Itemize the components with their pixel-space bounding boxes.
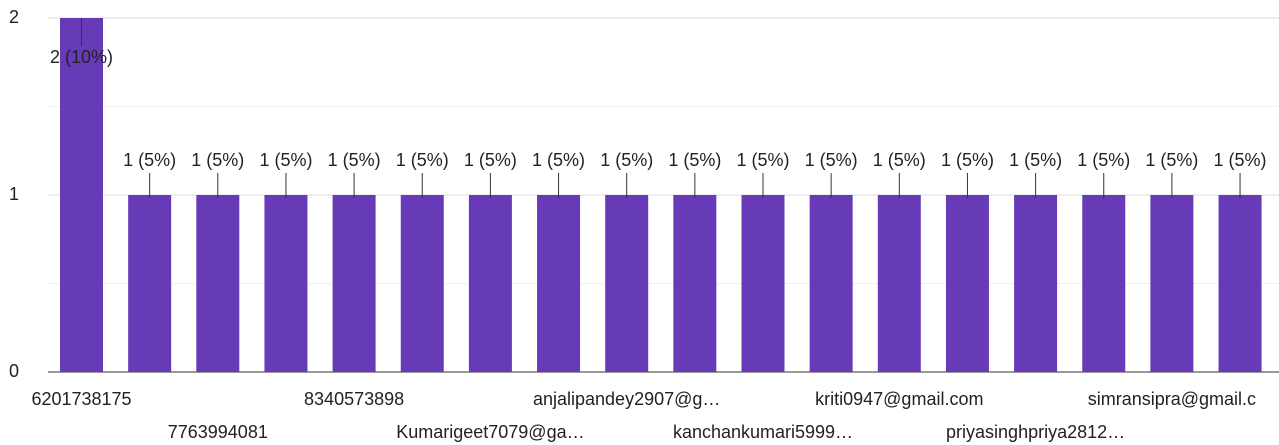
bar bbox=[1014, 195, 1058, 372]
value-label: 1 (5%) bbox=[259, 150, 312, 170]
bar bbox=[196, 195, 240, 372]
bar bbox=[877, 195, 921, 372]
bar bbox=[400, 195, 444, 372]
value-label: 1 (5%) bbox=[941, 150, 994, 170]
x-tick-label: 7763994081 bbox=[168, 422, 268, 442]
value-label: 1 (5%) bbox=[1009, 150, 1062, 170]
x-tick-label: kanchankumari5999… bbox=[673, 422, 853, 442]
y-tick-label: 1 bbox=[9, 184, 19, 204]
y-tick-label: 2 bbox=[9, 7, 19, 27]
bar bbox=[945, 195, 989, 372]
value-label: 1 (5%) bbox=[1145, 150, 1198, 170]
value-label: 1 (5%) bbox=[873, 150, 926, 170]
x-tick-label: 6201738175 bbox=[31, 389, 131, 409]
value-label: 1 (5%) bbox=[805, 150, 858, 170]
bar bbox=[264, 195, 308, 372]
value-label: 1 (5%) bbox=[123, 150, 176, 170]
value-label: 1 (5%) bbox=[600, 150, 653, 170]
x-tick-label: Kumarigeet7079@ga… bbox=[396, 422, 584, 442]
bar bbox=[468, 195, 512, 372]
value-label: 1 (5%) bbox=[1214, 150, 1267, 170]
bar bbox=[741, 195, 785, 372]
y-tick-label: 0 bbox=[9, 361, 19, 381]
value-label: 1 (5%) bbox=[396, 150, 449, 170]
value-label: 1 (5%) bbox=[464, 150, 517, 170]
value-label: 1 (5%) bbox=[532, 150, 585, 170]
value-label: 1 (5%) bbox=[191, 150, 244, 170]
bar bbox=[1082, 195, 1126, 372]
value-label: 1 (5%) bbox=[328, 150, 381, 170]
value-label: 2 (10%) bbox=[50, 47, 113, 67]
value-label: 1 (5%) bbox=[668, 150, 721, 170]
bar bbox=[809, 195, 853, 372]
x-tick-label: kriti0947@gmail.com bbox=[815, 389, 983, 409]
value-label: 1 (5%) bbox=[1077, 150, 1130, 170]
bar bbox=[1218, 195, 1262, 372]
x-tick-label: simransipra@gmail.c bbox=[1088, 389, 1256, 409]
x-tick-label: anjalipandey2907@g… bbox=[533, 389, 720, 409]
bar bbox=[128, 195, 172, 372]
bar bbox=[537, 195, 581, 372]
value-label: 1 (5%) bbox=[736, 150, 789, 170]
bar bbox=[673, 195, 717, 372]
bar bbox=[332, 195, 376, 372]
bar bbox=[1150, 195, 1194, 372]
bar bbox=[605, 195, 649, 372]
x-tick-label: priyasinghpriya2812… bbox=[946, 422, 1125, 442]
bar bbox=[60, 18, 103, 372]
x-tick-label: 8340573898 bbox=[304, 389, 404, 409]
